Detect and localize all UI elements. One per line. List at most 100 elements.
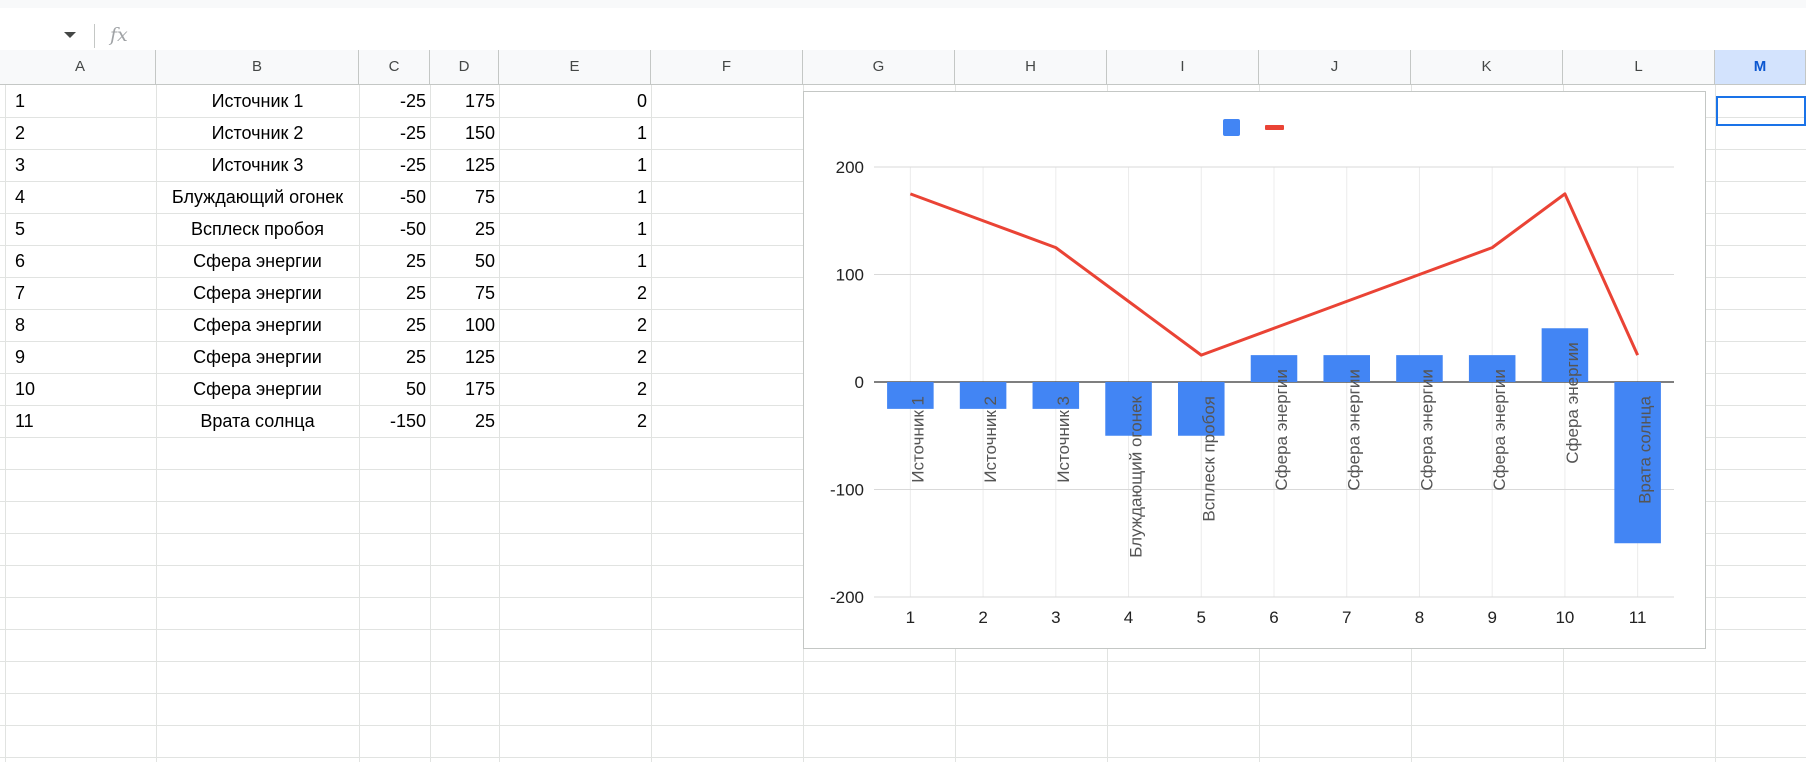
cell-d5[interactable]: 25	[474, 219, 495, 239]
chart-x-tick-label: 4	[1124, 608, 1133, 627]
cell-e10[interactable]: 2	[636, 379, 647, 399]
cell-a6[interactable]: 6	[15, 251, 26, 271]
column-header-f[interactable]: F	[651, 50, 803, 84]
cell-b6[interactable]: Сфера энергии	[193, 251, 322, 271]
column-header-d[interactable]: D	[430, 50, 499, 84]
cell-e3[interactable]: 1	[636, 155, 647, 175]
fx-icon: fx	[110, 24, 128, 46]
cell-d9[interactable]: 125	[464, 347, 495, 367]
chart-bar	[1541, 328, 1589, 382]
cell-d1[interactable]: 175	[464, 91, 495, 111]
column-header-c[interactable]: C	[359, 50, 430, 84]
cell-c9[interactable]: 25	[405, 347, 426, 367]
column-header-g[interactable]: G	[803, 50, 955, 84]
chart-bar	[1323, 355, 1370, 382]
cell-c10[interactable]: 50	[405, 379, 426, 399]
cell-e9[interactable]: 2	[636, 347, 647, 367]
name-box-dropdown-icon[interactable]	[64, 32, 76, 38]
cell-b2[interactable]: Источник 2	[211, 123, 304, 143]
cell-e2[interactable]: 1	[636, 123, 647, 143]
cell-b11[interactable]: Врата солнца	[200, 411, 315, 431]
toolbar-strip	[0, 0, 1806, 8]
chart-line-series	[909, 192, 1640, 357]
cell-a10[interactable]: 10	[15, 379, 36, 399]
cell-a7[interactable]: 7	[15, 283, 26, 303]
grid-column-line	[359, 85, 360, 762]
grid-column-line	[430, 85, 431, 762]
legend-line-swatch	[1265, 125, 1284, 130]
chart-x-tick-label: 5	[1197, 608, 1206, 627]
cell-e7[interactable]: 2	[636, 283, 647, 303]
cell-a4[interactable]: 4	[15, 187, 26, 207]
chart-bar-label: Сфера энергии	[1272, 369, 1291, 491]
column-header-j[interactable]: J	[1259, 50, 1411, 84]
chart-svg: 200 100 0 -100 -200 Источник 1 Источник 2 Источ…	[830, 119, 1674, 627]
column-header-a[interactable]: A	[5, 50, 156, 84]
chart-bar-label: Источник 1	[908, 396, 927, 483]
cell-c5[interactable]: -50	[399, 219, 426, 239]
cell-d8[interactable]: 100	[464, 315, 495, 335]
chart-y-tick-label: 100	[836, 266, 864, 285]
cell-d11[interactable]: 25	[474, 411, 495, 431]
column-header-i[interactable]: I	[1107, 50, 1259, 84]
cell-a9[interactable]: 9	[15, 347, 26, 367]
chart-y-tick-label: 200	[836, 158, 864, 177]
cell-c8[interactable]: 25	[405, 315, 426, 335]
cell-d7[interactable]: 75	[474, 283, 495, 303]
cell-d6[interactable]: 50	[474, 251, 495, 271]
column-header-e[interactable]: E	[499, 50, 651, 84]
cell-e8[interactable]: 2	[636, 315, 647, 335]
cell-c3[interactable]: -25	[399, 155, 426, 175]
chart-bar-label: Сфера энергии	[1417, 369, 1436, 491]
cell-c6[interactable]: 25	[405, 251, 426, 271]
chart-bar	[1250, 355, 1298, 382]
column-header-l[interactable]: L	[1563, 50, 1715, 84]
cell-b10[interactable]: Сфера энергии	[193, 379, 322, 399]
cell-d10[interactable]: 175	[464, 379, 495, 399]
chart-bar	[959, 382, 1007, 409]
selected-cell[interactable]	[1716, 96, 1806, 126]
cell-b7[interactable]: Сфера энергии	[193, 283, 322, 303]
cell-b5[interactable]: Всплеск пробоя	[191, 219, 324, 239]
cell-e4[interactable]: 1	[636, 187, 647, 207]
cell-c11[interactable]: -150	[389, 411, 426, 431]
cell-e11[interactable]: 2	[636, 411, 647, 431]
column-header-k[interactable]: K	[1411, 50, 1563, 84]
cell-d2[interactable]: 150	[464, 123, 495, 143]
cell-c4[interactable]: -50	[399, 187, 426, 207]
cell-a11[interactable]: 11	[15, 411, 34, 431]
cell-d3[interactable]: 125	[464, 155, 495, 175]
cell-e6[interactable]: 1	[636, 251, 647, 271]
cell-b9[interactable]: Сфера энергии	[193, 347, 322, 367]
cell-a2[interactable]: 2	[15, 123, 26, 143]
embedded-chart[interactable]: 200 100 0 -100 -200 Источник 1 Источник 2 Источ…	[803, 91, 1706, 649]
chart-x-tick-label: 6	[1269, 608, 1278, 627]
grid-column-line	[156, 85, 157, 762]
cell-b4[interactable]: Блуждающий огонек	[171, 187, 344, 207]
grid-column-line	[1715, 85, 1716, 762]
chart-bar-label: Всплеск пробоя	[1199, 396, 1218, 522]
chart-bar	[1614, 382, 1661, 544]
cell-c1[interactable]: -25	[399, 91, 426, 111]
cell-b8[interactable]: Сфера энергии	[193, 315, 322, 335]
cell-b1[interactable]: Источник 1	[211, 91, 304, 111]
cell-b3[interactable]: Источник 3	[211, 155, 304, 175]
cell-a8[interactable]: 8	[15, 315, 26, 335]
chart-x-tick-label: 11	[1629, 608, 1647, 627]
cell-e1[interactable]: 0	[636, 91, 647, 111]
cell-c2[interactable]: -25	[399, 123, 426, 143]
cell-a3[interactable]: 3	[15, 155, 26, 175]
cell-e5[interactable]: 1	[636, 219, 647, 239]
grid-row-line	[0, 661, 1806, 662]
chart-bar	[1468, 355, 1516, 382]
cell-a1[interactable]: 1	[15, 91, 26, 111]
grid-row-line	[0, 693, 1806, 694]
column-header-b[interactable]: B	[156, 50, 359, 84]
chart-bar-label: Врата солнца	[1636, 395, 1655, 503]
column-header-h[interactable]: H	[955, 50, 1107, 84]
cell-c7[interactable]: 25	[405, 283, 426, 303]
column-header-m[interactable]: M	[1715, 50, 1806, 84]
chart-x-tick-label: 2	[978, 608, 987, 627]
cell-a5[interactable]: 5	[15, 219, 26, 239]
cell-d4[interactable]: 75	[474, 187, 495, 207]
